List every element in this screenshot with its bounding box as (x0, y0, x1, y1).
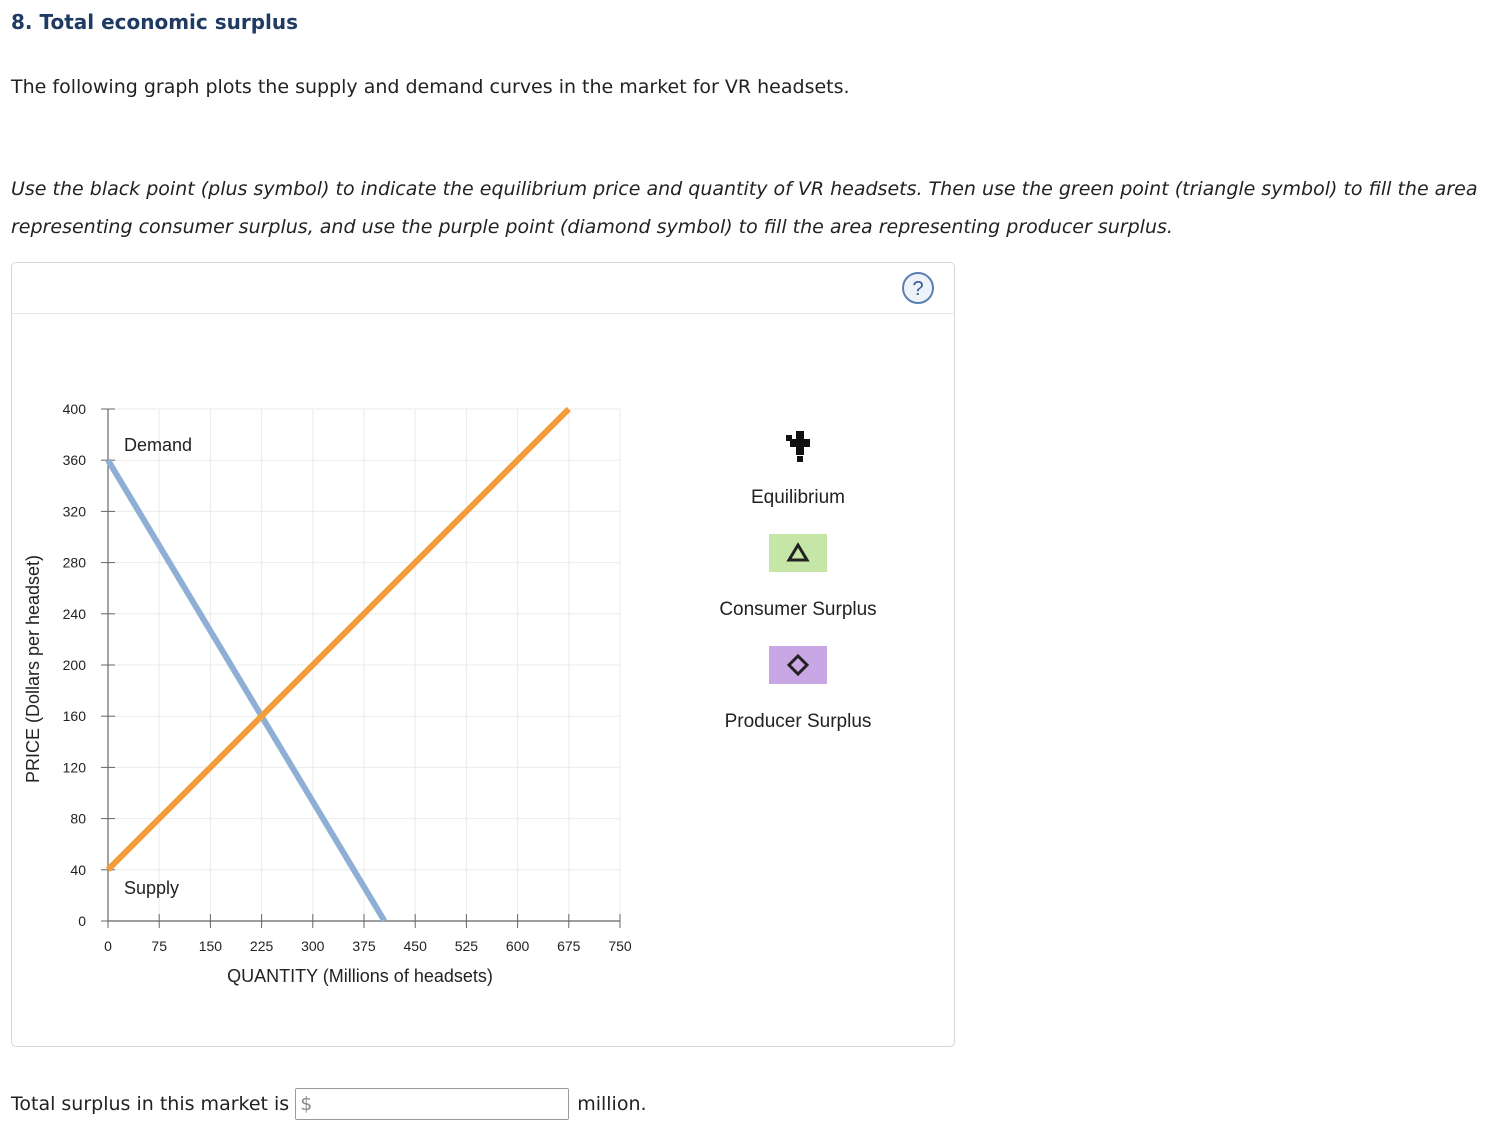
x-tick-label: 0 (104, 938, 112, 954)
question-title: 8. Total economic surplus (11, 10, 299, 34)
total-surplus-input[interactable] (312, 1090, 557, 1118)
diamond-icon (786, 653, 810, 677)
x-tick-label: 450 (404, 938, 428, 954)
triangle-icon (786, 542, 810, 562)
y-tick-label: 120 (63, 759, 87, 775)
graph-tool-header: ? (12, 263, 954, 314)
equilibrium-tool[interactable] (767, 423, 827, 463)
y-tick-label: 240 (63, 606, 87, 622)
graph-tool-panel: ? 0 40 80 120 160 200 240 280 320 360 400 0 75 150 225… (11, 262, 955, 1047)
equilibrium-label: Equilibrium (751, 487, 845, 508)
x-tick-label: 225 (250, 938, 274, 954)
answer-row: Total surplus in this market is $ millio… (11, 1087, 647, 1121)
consumer-surplus-tool[interactable] (769, 534, 827, 572)
consumer-surplus-label: Consumer Surplus (719, 599, 877, 620)
plus-icon (786, 431, 810, 462)
supply-demand-chart[interactable]: 0 40 80 120 160 200 240 280 320 360 400 0 75 150 225 30… (12, 263, 954, 1046)
x-tick-label: 675 (557, 938, 581, 954)
x-tick-label: 525 (455, 938, 479, 954)
question-intro: The following graph plots the supply and… (11, 76, 850, 98)
x-tick-label: 150 (199, 938, 223, 954)
x-tick-label: 750 (608, 938, 632, 954)
question-mark-icon[interactable]: ? (901, 271, 935, 305)
producer-surplus-label: Producer Surplus (724, 711, 872, 732)
x-tick-label: 300 (301, 938, 325, 954)
y-axis-title: PRICE (Dollars per headset) (23, 555, 43, 783)
dollar-sign: $ (300, 1093, 313, 1115)
x-axis-title: QUANTITY (Millions of headsets) (227, 966, 493, 986)
x-tick-label: 75 (151, 938, 167, 954)
x-tick-label: 375 (352, 938, 376, 954)
y-tick-label: 0 (78, 913, 86, 929)
svg-text:?: ? (912, 278, 923, 300)
y-tick-label: 360 (63, 452, 87, 468)
demand-label: Demand (124, 435, 192, 455)
supply-label: Supply (124, 878, 179, 898)
producer-surplus-tool[interactable] (769, 646, 827, 684)
demand-curve (105, 458, 388, 923)
supply-curve (105, 406, 571, 872)
answer-suffix: million. (577, 1093, 647, 1115)
y-tick-label: 400 (63, 401, 87, 417)
y-tick-label: 160 (63, 708, 87, 724)
answer-prefix: Total surplus in this market is (11, 1093, 290, 1115)
y-tick-label: 40 (70, 862, 86, 878)
y-tick-label: 80 (70, 811, 86, 827)
y-tick-label: 200 (63, 657, 87, 673)
question-instructions: Use the black point (plus symbol) to ind… (11, 178, 1478, 238)
y-tick-label: 320 (63, 503, 87, 519)
x-tick-label: 600 (506, 938, 530, 954)
total-surplus-field[interactable]: $ (295, 1088, 570, 1120)
y-tick-label: 280 (63, 555, 87, 571)
